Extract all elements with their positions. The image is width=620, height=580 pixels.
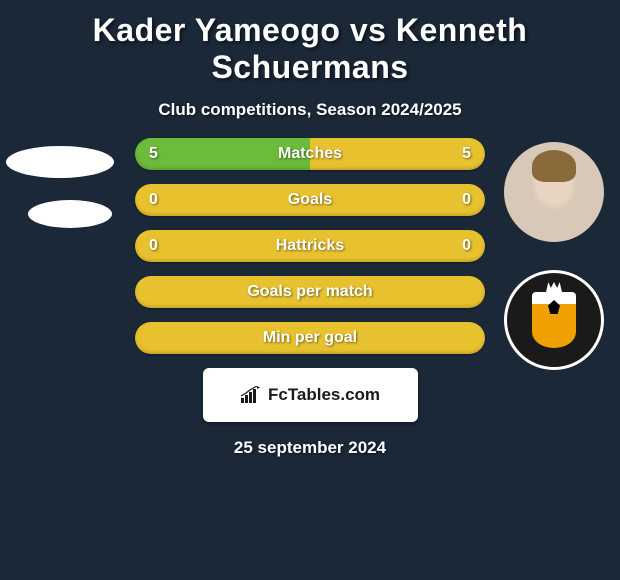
- stat-right-value: 0: [462, 191, 471, 209]
- page-title: Kader Yameogo vs Kenneth Schuermans: [0, 0, 620, 94]
- left-player-column: [6, 138, 126, 228]
- stats-area: 5 Matches 5 0 Goals 0 0 Hattricks 0 Goals per mat…: [0, 138, 620, 354]
- stat-label: Hattricks: [276, 237, 344, 255]
- stat-label: Matches: [278, 145, 342, 163]
- stat-left-value: 0: [149, 237, 158, 255]
- player2-avatar: [504, 142, 604, 242]
- source-badge: FcTables.com: [203, 368, 418, 422]
- stat-row: Goals per match: [135, 276, 485, 308]
- club-crest-icon: [532, 292, 576, 348]
- stat-row: 0 Goals 0: [135, 184, 485, 216]
- right-player-column: [494, 138, 614, 370]
- snapshot-date: 25 september 2024: [0, 422, 620, 474]
- stat-row: Min per goal: [135, 322, 485, 354]
- stat-left-value: 0: [149, 191, 158, 209]
- stat-label: Goals per match: [247, 283, 372, 301]
- stat-row: 0 Hattricks 0: [135, 230, 485, 262]
- stat-rows: 5 Matches 5 0 Goals 0 0 Hattricks 0 Goals per mat…: [135, 138, 485, 354]
- stat-right-value: 5: [462, 145, 471, 163]
- stat-left-value: 5: [149, 145, 158, 163]
- player2-club-crest: [504, 270, 604, 370]
- stat-row: 5 Matches 5: [135, 138, 485, 170]
- stat-right-value: 0: [462, 237, 471, 255]
- stat-label: Goals: [288, 191, 332, 209]
- player1-club-placeholder: [28, 200, 112, 228]
- bar-chart-icon: [240, 386, 262, 404]
- stat-label: Min per goal: [263, 329, 357, 347]
- comparison-card: Kader Yameogo vs Kenneth Schuermans Club…: [0, 0, 620, 474]
- player1-avatar-placeholder: [6, 146, 114, 178]
- source-badge-text: FcTables.com: [268, 385, 380, 405]
- page-subtitle: Club competitions, Season 2024/2025: [0, 94, 620, 138]
